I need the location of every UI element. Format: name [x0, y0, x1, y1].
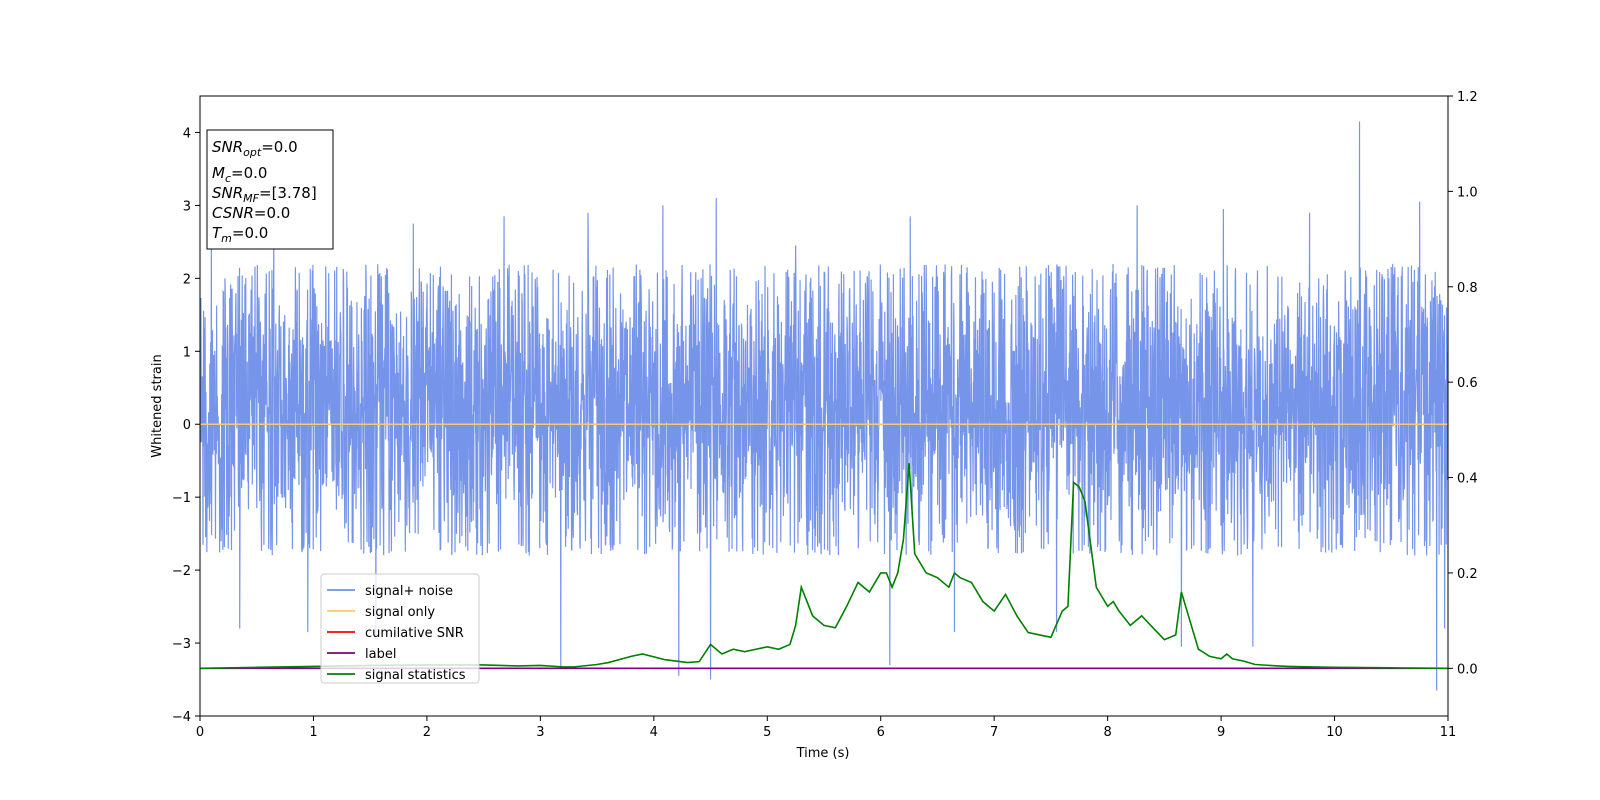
- mc-sub: c: [225, 172, 231, 185]
- y-left-tick-label: 4: [183, 126, 191, 141]
- series-signal-statistics: [200, 463, 1448, 670]
- csnr-value: =0.0: [254, 204, 290, 222]
- x-tick-label: 4: [650, 725, 658, 740]
- tm-sub: m: [221, 232, 232, 245]
- annotation-snr-opt: SNRopt=0.0: [212, 138, 298, 159]
- tm-value: =0.0: [232, 224, 268, 242]
- x-tick-label: 10: [1326, 725, 1343, 740]
- y-left-tick-label: 3: [183, 199, 191, 214]
- x-tick-label: 8: [1103, 725, 1111, 740]
- csnr-base: CSNR: [212, 204, 254, 222]
- stats-annotation: SNRopt=0.0 Mc=0.0 SNRMF=[3.78] CSNR=0.0 …: [206, 129, 334, 250]
- x-axis: 0 1 2 3 4 5 6 7 8 9 10 11: [196, 716, 1456, 740]
- x-axis-label: Time (s): [796, 746, 850, 761]
- y-right-tick-label: 0.2: [1457, 567, 1478, 582]
- snr-mf-sub: MF: [243, 192, 259, 205]
- y-left-tick-label: −4: [172, 710, 191, 725]
- x-tick-label: 7: [990, 725, 998, 740]
- legend-label: signal+ noise: [365, 584, 453, 599]
- annotation-csnr: CSNR=0.0: [212, 204, 290, 222]
- legend-label: cumilative SNR: [365, 626, 464, 641]
- y-right-tick-label: 0.8: [1457, 281, 1478, 296]
- plot-frame: [199, 95, 1449, 717]
- x-tick-label: 1: [309, 725, 317, 740]
- snr-mf-base: SNR: [212, 184, 243, 202]
- annotation-mc: Mc=0.0: [212, 164, 267, 185]
- snr-opt-sub: opt: [243, 146, 262, 159]
- y-axis-left: 4 3 2 1 0 −1 −2 −3 −4: [172, 126, 200, 725]
- y-right-tick-label: 0.0: [1457, 662, 1478, 677]
- y-left-tick-label: −1: [172, 491, 191, 506]
- x-tick-label: 5: [763, 725, 771, 740]
- y-right-tick-label: 0.4: [1457, 472, 1478, 487]
- legend-label: signal only: [365, 605, 435, 620]
- y-left-tick-label: 1: [183, 345, 191, 360]
- series-signal-plus-noise: [200, 121, 1448, 691]
- y-left-tick-label: −2: [172, 564, 191, 579]
- snr-opt-value: =0.0: [261, 138, 297, 156]
- tm-base: T: [212, 224, 223, 242]
- snr-mf-value: =[3.78]: [259, 184, 317, 202]
- snr-opt-base: SNR: [212, 138, 243, 156]
- y-left-tick-label: 0: [183, 418, 191, 433]
- mc-value: =0.0: [231, 164, 267, 182]
- x-tick-label: 2: [423, 725, 431, 740]
- legend-label: label: [365, 647, 396, 662]
- legend-label: signal statistics: [365, 668, 466, 683]
- mc-base: M: [212, 164, 225, 182]
- legend-box: [320, 573, 480, 684]
- y-right-tick-label: 1.0: [1457, 185, 1478, 200]
- y-axis-label: Whitened strain: [150, 354, 165, 457]
- y-right-tick-label: 0.6: [1457, 376, 1478, 391]
- annotation-box: [206, 129, 334, 250]
- x-tick-label: 9: [1217, 725, 1225, 740]
- annotation-tm: Tm=0.0: [212, 224, 268, 245]
- x-tick-label: 3: [536, 725, 544, 740]
- y-axis-right: 1.2 1.0 0.8 0.6 0.4 0.2 0.0: [1448, 90, 1478, 677]
- x-tick-label: 0: [196, 725, 204, 740]
- annotation-snr-mf: SNRMF=[3.78]: [212, 184, 317, 205]
- x-tick-label: 6: [877, 725, 885, 740]
- y-left-tick-label: −3: [172, 637, 191, 652]
- y-right-tick-label: 1.2: [1457, 90, 1478, 105]
- legend: signal+ noise signal only cumilative SNR la…: [320, 573, 480, 684]
- y-left-tick-label: 2: [183, 272, 191, 287]
- x-tick-label: 11: [1440, 725, 1457, 740]
